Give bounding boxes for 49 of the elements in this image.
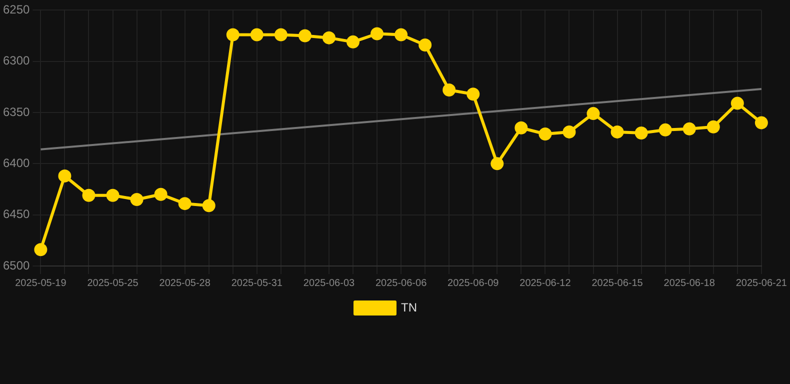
- y-tick-label: 6400: [2, 156, 30, 170]
- point: [418, 38, 432, 52]
- x-tick-label: 2025-06-09: [448, 278, 500, 289]
- point: [490, 157, 504, 170]
- point: [106, 188, 120, 202]
- point: [562, 125, 576, 138]
- x-tick-label: 2025-06-12: [520, 278, 572, 289]
- y-tick-label: 6500: [2, 258, 30, 272]
- x-tick-label: 2025-05-28: [159, 278, 211, 289]
- x-tick-label: 2025-06-21: [736, 278, 788, 289]
- x-tick-label: 2025-06-15: [592, 278, 644, 289]
- point: [586, 107, 600, 120]
- point: [658, 123, 672, 136]
- point: [346, 35, 360, 48]
- y-tick-label: 6450: [2, 207, 30, 222]
- point: [610, 125, 624, 138]
- x-tick-label: 2025-06-18: [664, 278, 716, 289]
- point: [682, 122, 696, 136]
- point: [226, 28, 240, 42]
- legend-label: TN: [401, 300, 417, 314]
- y-tick-label: 6250: [2, 2, 30, 17]
- x-tick-label: 2025-06-06: [375, 278, 428, 289]
- point: [754, 116, 768, 130]
- x-tick-label: 2025-05-31: [231, 278, 283, 289]
- point: [442, 84, 456, 97]
- y-tick-label: 6350: [2, 104, 30, 119]
- point: [82, 188, 96, 202]
- point: [250, 28, 264, 42]
- point: [58, 169, 72, 182]
- x-tick-label: 2025-06-03: [303, 278, 355, 289]
- point: [298, 29, 312, 42]
- x-tick-label: 2025-05-25: [87, 278, 139, 289]
- point: [178, 197, 192, 210]
- point: [154, 188, 168, 201]
- x-tick-label: 2025-05-19: [15, 278, 67, 289]
- y-tick-label: 6300: [2, 54, 30, 68]
- point: [514, 121, 528, 134]
- point: [706, 120, 720, 134]
- point: [322, 31, 336, 44]
- point: [202, 199, 216, 212]
- point: [370, 27, 384, 40]
- point: [130, 192, 144, 206]
- point: [634, 126, 648, 140]
- point: [538, 128, 552, 141]
- point: [730, 96, 744, 110]
- point: [394, 28, 408, 42]
- point: [34, 243, 48, 256]
- point: [466, 88, 480, 101]
- point: [274, 28, 288, 42]
